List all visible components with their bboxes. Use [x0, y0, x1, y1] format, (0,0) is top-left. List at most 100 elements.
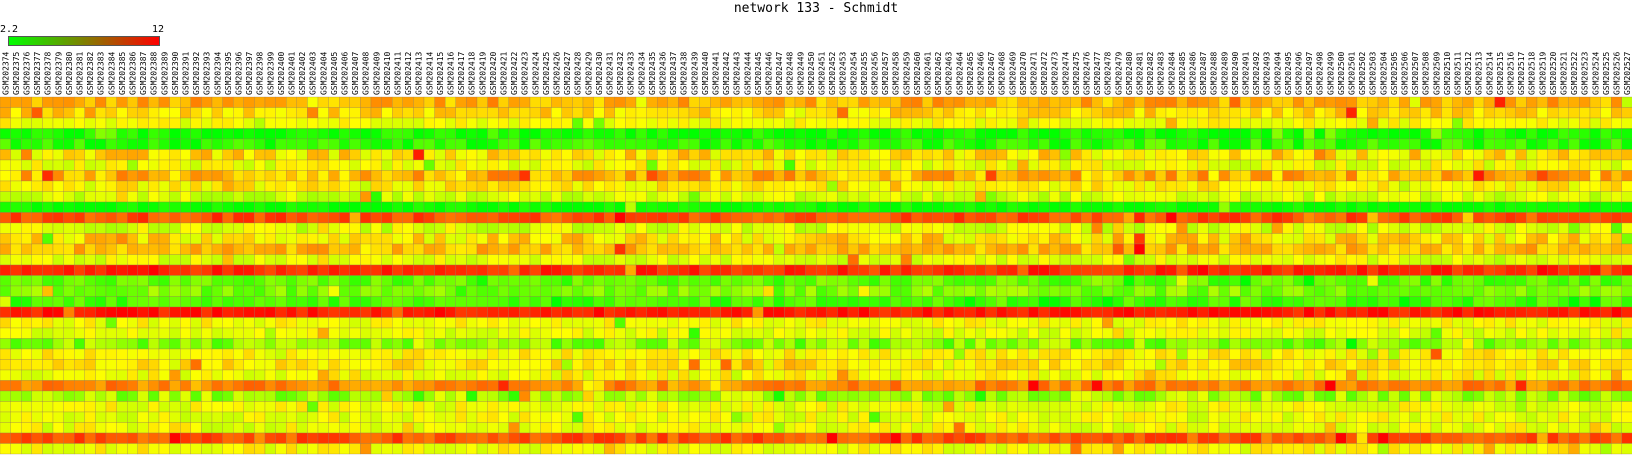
heatmap-cell	[169, 201, 181, 213]
heatmap-cell	[10, 159, 22, 171]
heatmap-cell	[169, 191, 181, 203]
heatmap-cell	[1282, 222, 1294, 234]
heatmap-cell	[582, 243, 594, 255]
heatmap-cell	[1314, 222, 1326, 234]
heatmap-cell	[1547, 222, 1559, 234]
heatmap-cell	[1303, 191, 1315, 203]
heatmap-cell	[1028, 327, 1039, 339]
heatmap-cell	[1102, 254, 1114, 266]
heatmap-cell	[275, 254, 287, 266]
heatmap-cell	[667, 359, 679, 371]
heatmap-cell	[10, 296, 22, 308]
heatmap-cell	[731, 128, 743, 140]
heatmap-cell	[1324, 254, 1336, 266]
heatmap-cell	[657, 317, 668, 329]
heatmap-cell	[169, 254, 181, 266]
heatmap-cell	[392, 296, 403, 308]
heatmap-cell	[1229, 128, 1241, 140]
heatmap-cell	[1271, 138, 1283, 150]
heatmap-cell	[1070, 390, 1082, 402]
heatmap-cell	[826, 390, 838, 402]
heatmap-cell	[1208, 117, 1220, 129]
heatmap-cell	[1611, 390, 1622, 402]
heatmap-cell	[837, 191, 849, 203]
heatmap-cell	[667, 233, 679, 245]
heatmap-cell	[710, 243, 721, 255]
heatmap-cell	[593, 159, 605, 171]
heatmap-cell	[339, 180, 350, 192]
heatmap-cell	[1102, 401, 1114, 413]
heatmap-cell	[519, 264, 531, 276]
heatmap-cell	[1526, 138, 1538, 150]
column-label: GSM202433	[627, 51, 636, 95]
column-label: GSM202475	[1072, 51, 1081, 95]
heatmap-cell	[1187, 243, 1198, 255]
heatmap-cell	[1006, 149, 1018, 161]
heatmap-cell	[169, 107, 181, 119]
colorbar	[8, 36, 160, 46]
heatmap-cell	[837, 96, 849, 108]
heatmap-cell	[1165, 359, 1177, 371]
heatmap-cell	[975, 149, 986, 161]
heatmap-cell	[127, 159, 138, 171]
heatmap-cell	[1208, 128, 1220, 140]
heatmap-cell	[1303, 159, 1315, 171]
heatmap-cell	[487, 317, 499, 329]
heatmap-cell	[635, 380, 647, 392]
heatmap-cell	[1420, 117, 1432, 129]
heatmap-cell	[1547, 128, 1559, 140]
heatmap-cell	[1547, 96, 1559, 108]
heatmap-cell	[911, 275, 923, 287]
heatmap-cell	[508, 233, 520, 245]
heatmap-cell	[1409, 159, 1421, 171]
heatmap-cell	[1176, 275, 1188, 287]
heatmap-cell	[1399, 243, 1410, 255]
heatmap-cell	[964, 348, 976, 360]
heatmap-cell	[752, 138, 764, 150]
column-label: GSM202444	[743, 51, 752, 95]
heatmap-cell	[1452, 306, 1463, 318]
heatmap-cell	[1282, 117, 1294, 129]
heatmap-cell	[1314, 380, 1326, 392]
heatmap-cell	[614, 285, 626, 297]
heatmap-cell	[148, 401, 160, 413]
heatmap-cell	[508, 254, 520, 266]
heatmap-cell	[1611, 170, 1622, 182]
heatmap-cell	[1335, 170, 1347, 182]
heatmap-cell	[1218, 128, 1230, 140]
column-label: GSM202426	[553, 51, 562, 95]
heatmap-cell	[879, 285, 891, 297]
heatmap-cell	[784, 296, 796, 308]
heatmap-cell	[63, 327, 75, 339]
heatmap-cell	[635, 306, 647, 318]
column-label: GSM202419	[478, 51, 487, 95]
heatmap-cell	[1547, 180, 1559, 192]
heatmap-cell	[10, 117, 22, 129]
heatmap-cell	[582, 159, 594, 171]
heatmap-cell	[392, 348, 403, 360]
heatmap-cell	[1579, 222, 1591, 234]
heatmap-cell	[1229, 369, 1241, 381]
heatmap-cell	[953, 369, 965, 381]
heatmap-cell	[498, 233, 509, 245]
heatmap-cell	[1208, 96, 1220, 108]
heatmap-cell	[116, 317, 128, 329]
heatmap-cell	[678, 201, 690, 213]
heatmap-cell	[1123, 149, 1135, 161]
heatmap-cell	[307, 359, 319, 371]
heatmap-cell	[975, 212, 986, 224]
heatmap-cell	[1038, 96, 1050, 108]
heatmap-cell	[1314, 348, 1326, 360]
heatmap-cell	[307, 107, 319, 119]
heatmap-cell	[688, 159, 700, 171]
heatmap-cell	[254, 254, 266, 266]
heatmap-cell	[964, 117, 976, 129]
heatmap-cell	[646, 212, 658, 224]
heatmap-cell	[233, 390, 244, 402]
column-label: GSM202455	[860, 51, 869, 95]
heatmap-cell	[52, 380, 64, 392]
heatmap-cell	[233, 254, 244, 266]
heatmap-cell	[900, 348, 912, 360]
heatmap-cell	[614, 128, 626, 140]
heatmap-cell	[1505, 296, 1516, 308]
